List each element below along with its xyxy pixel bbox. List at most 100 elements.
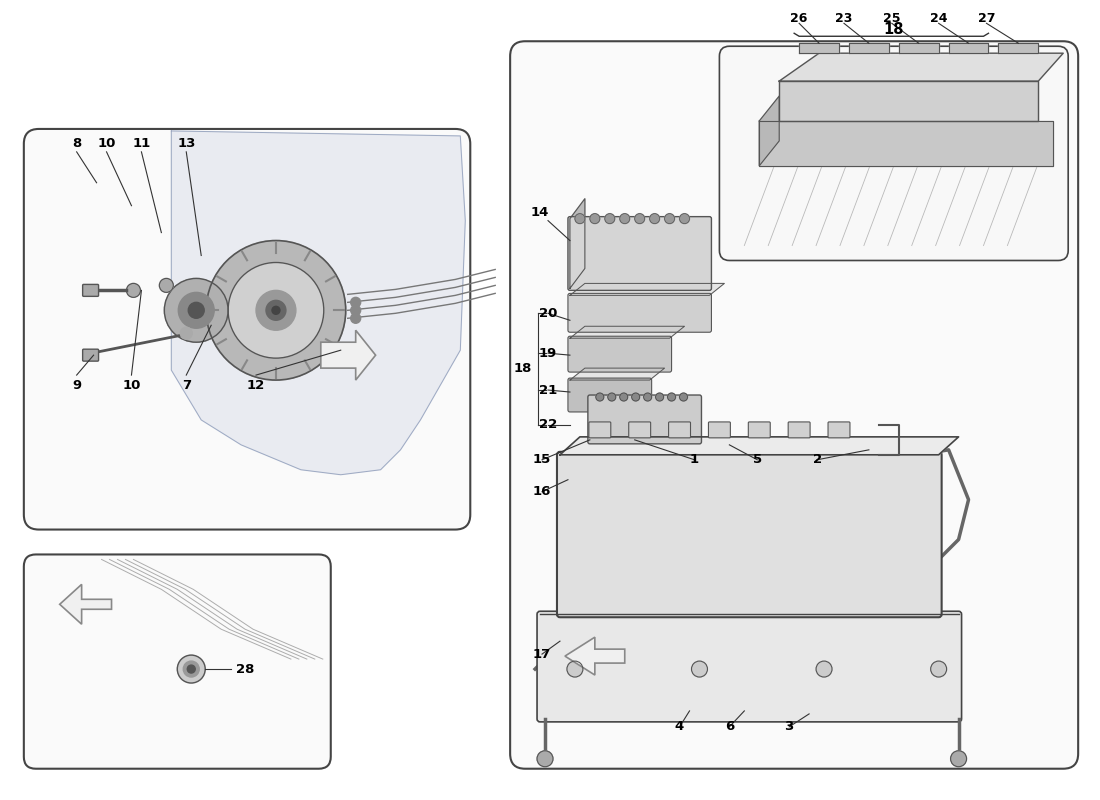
Circle shape — [605, 214, 615, 224]
Circle shape — [680, 393, 688, 401]
Circle shape — [608, 393, 616, 401]
Text: 18: 18 — [883, 22, 904, 37]
Text: eurospares: eurospares — [104, 306, 298, 334]
Text: 15: 15 — [532, 454, 551, 466]
Text: 1: 1 — [690, 454, 700, 466]
Circle shape — [619, 214, 629, 224]
FancyBboxPatch shape — [669, 422, 691, 438]
Circle shape — [184, 661, 199, 677]
Circle shape — [644, 393, 651, 401]
Text: 3: 3 — [784, 720, 794, 734]
Polygon shape — [560, 437, 958, 455]
Polygon shape — [759, 96, 779, 166]
FancyBboxPatch shape — [568, 294, 712, 332]
Circle shape — [566, 661, 583, 677]
Circle shape — [272, 306, 279, 314]
Text: 28: 28 — [236, 662, 254, 675]
FancyBboxPatch shape — [24, 554, 331, 769]
Polygon shape — [570, 326, 684, 338]
Circle shape — [256, 290, 296, 330]
Circle shape — [931, 661, 947, 677]
Circle shape — [631, 393, 640, 401]
FancyBboxPatch shape — [587, 395, 702, 444]
Text: 13: 13 — [177, 138, 196, 150]
FancyBboxPatch shape — [748, 422, 770, 438]
Text: 4: 4 — [675, 720, 684, 734]
Text: 22: 22 — [539, 418, 557, 431]
Text: eurospares: eurospares — [632, 585, 826, 614]
Polygon shape — [172, 131, 465, 474]
Polygon shape — [849, 43, 889, 54]
Text: 21: 21 — [539, 383, 557, 397]
Text: 27: 27 — [978, 12, 996, 25]
Circle shape — [351, 314, 361, 323]
Circle shape — [187, 665, 195, 673]
Circle shape — [680, 214, 690, 224]
Circle shape — [126, 283, 141, 298]
Circle shape — [164, 278, 228, 342]
Text: 11: 11 — [132, 138, 151, 150]
FancyBboxPatch shape — [629, 422, 650, 438]
Text: 7: 7 — [182, 378, 190, 391]
Circle shape — [816, 661, 832, 677]
Polygon shape — [570, 368, 664, 380]
Polygon shape — [779, 54, 1064, 81]
Text: 14: 14 — [531, 206, 549, 219]
Circle shape — [596, 393, 604, 401]
Text: 18: 18 — [514, 362, 532, 374]
FancyBboxPatch shape — [537, 611, 961, 722]
Polygon shape — [779, 81, 1038, 121]
Circle shape — [351, 298, 361, 307]
Circle shape — [228, 262, 323, 358]
Text: 25: 25 — [883, 12, 901, 25]
FancyBboxPatch shape — [828, 422, 850, 438]
Circle shape — [180, 327, 192, 339]
Circle shape — [692, 661, 707, 677]
FancyBboxPatch shape — [24, 129, 471, 530]
Polygon shape — [999, 43, 1038, 54]
Circle shape — [590, 214, 600, 224]
Text: 6: 6 — [725, 720, 734, 734]
Circle shape — [206, 241, 345, 380]
Polygon shape — [570, 283, 725, 295]
Polygon shape — [759, 121, 1053, 166]
Text: 9: 9 — [73, 378, 81, 391]
Circle shape — [664, 214, 674, 224]
Polygon shape — [59, 584, 111, 624]
Circle shape — [950, 750, 967, 766]
Circle shape — [656, 393, 663, 401]
FancyBboxPatch shape — [708, 422, 730, 438]
Circle shape — [178, 292, 215, 328]
FancyBboxPatch shape — [82, 349, 99, 361]
Text: 2: 2 — [813, 454, 822, 466]
Text: 17: 17 — [532, 648, 551, 661]
FancyBboxPatch shape — [719, 46, 1068, 261]
Polygon shape — [570, 198, 585, 288]
FancyBboxPatch shape — [568, 217, 712, 290]
Circle shape — [668, 393, 675, 401]
Polygon shape — [565, 637, 625, 675]
Text: 19: 19 — [539, 346, 557, 360]
Circle shape — [177, 655, 206, 683]
Text: 10: 10 — [98, 138, 116, 150]
FancyBboxPatch shape — [510, 42, 1078, 769]
Text: 5: 5 — [752, 454, 762, 466]
FancyBboxPatch shape — [568, 378, 651, 412]
FancyBboxPatch shape — [789, 422, 810, 438]
Text: 26: 26 — [791, 12, 807, 25]
FancyBboxPatch shape — [557, 452, 942, 618]
Circle shape — [537, 750, 553, 766]
FancyBboxPatch shape — [568, 336, 672, 372]
Text: 20: 20 — [539, 307, 558, 320]
Text: 23: 23 — [835, 12, 852, 25]
FancyBboxPatch shape — [82, 285, 99, 296]
Text: 12: 12 — [246, 378, 265, 391]
Circle shape — [619, 393, 628, 401]
Text: eurospares: eurospares — [632, 306, 826, 334]
Circle shape — [351, 306, 361, 315]
Text: 16: 16 — [532, 485, 551, 498]
Polygon shape — [321, 330, 375, 380]
Circle shape — [160, 278, 174, 292]
Circle shape — [650, 214, 660, 224]
Text: 8: 8 — [72, 138, 81, 150]
